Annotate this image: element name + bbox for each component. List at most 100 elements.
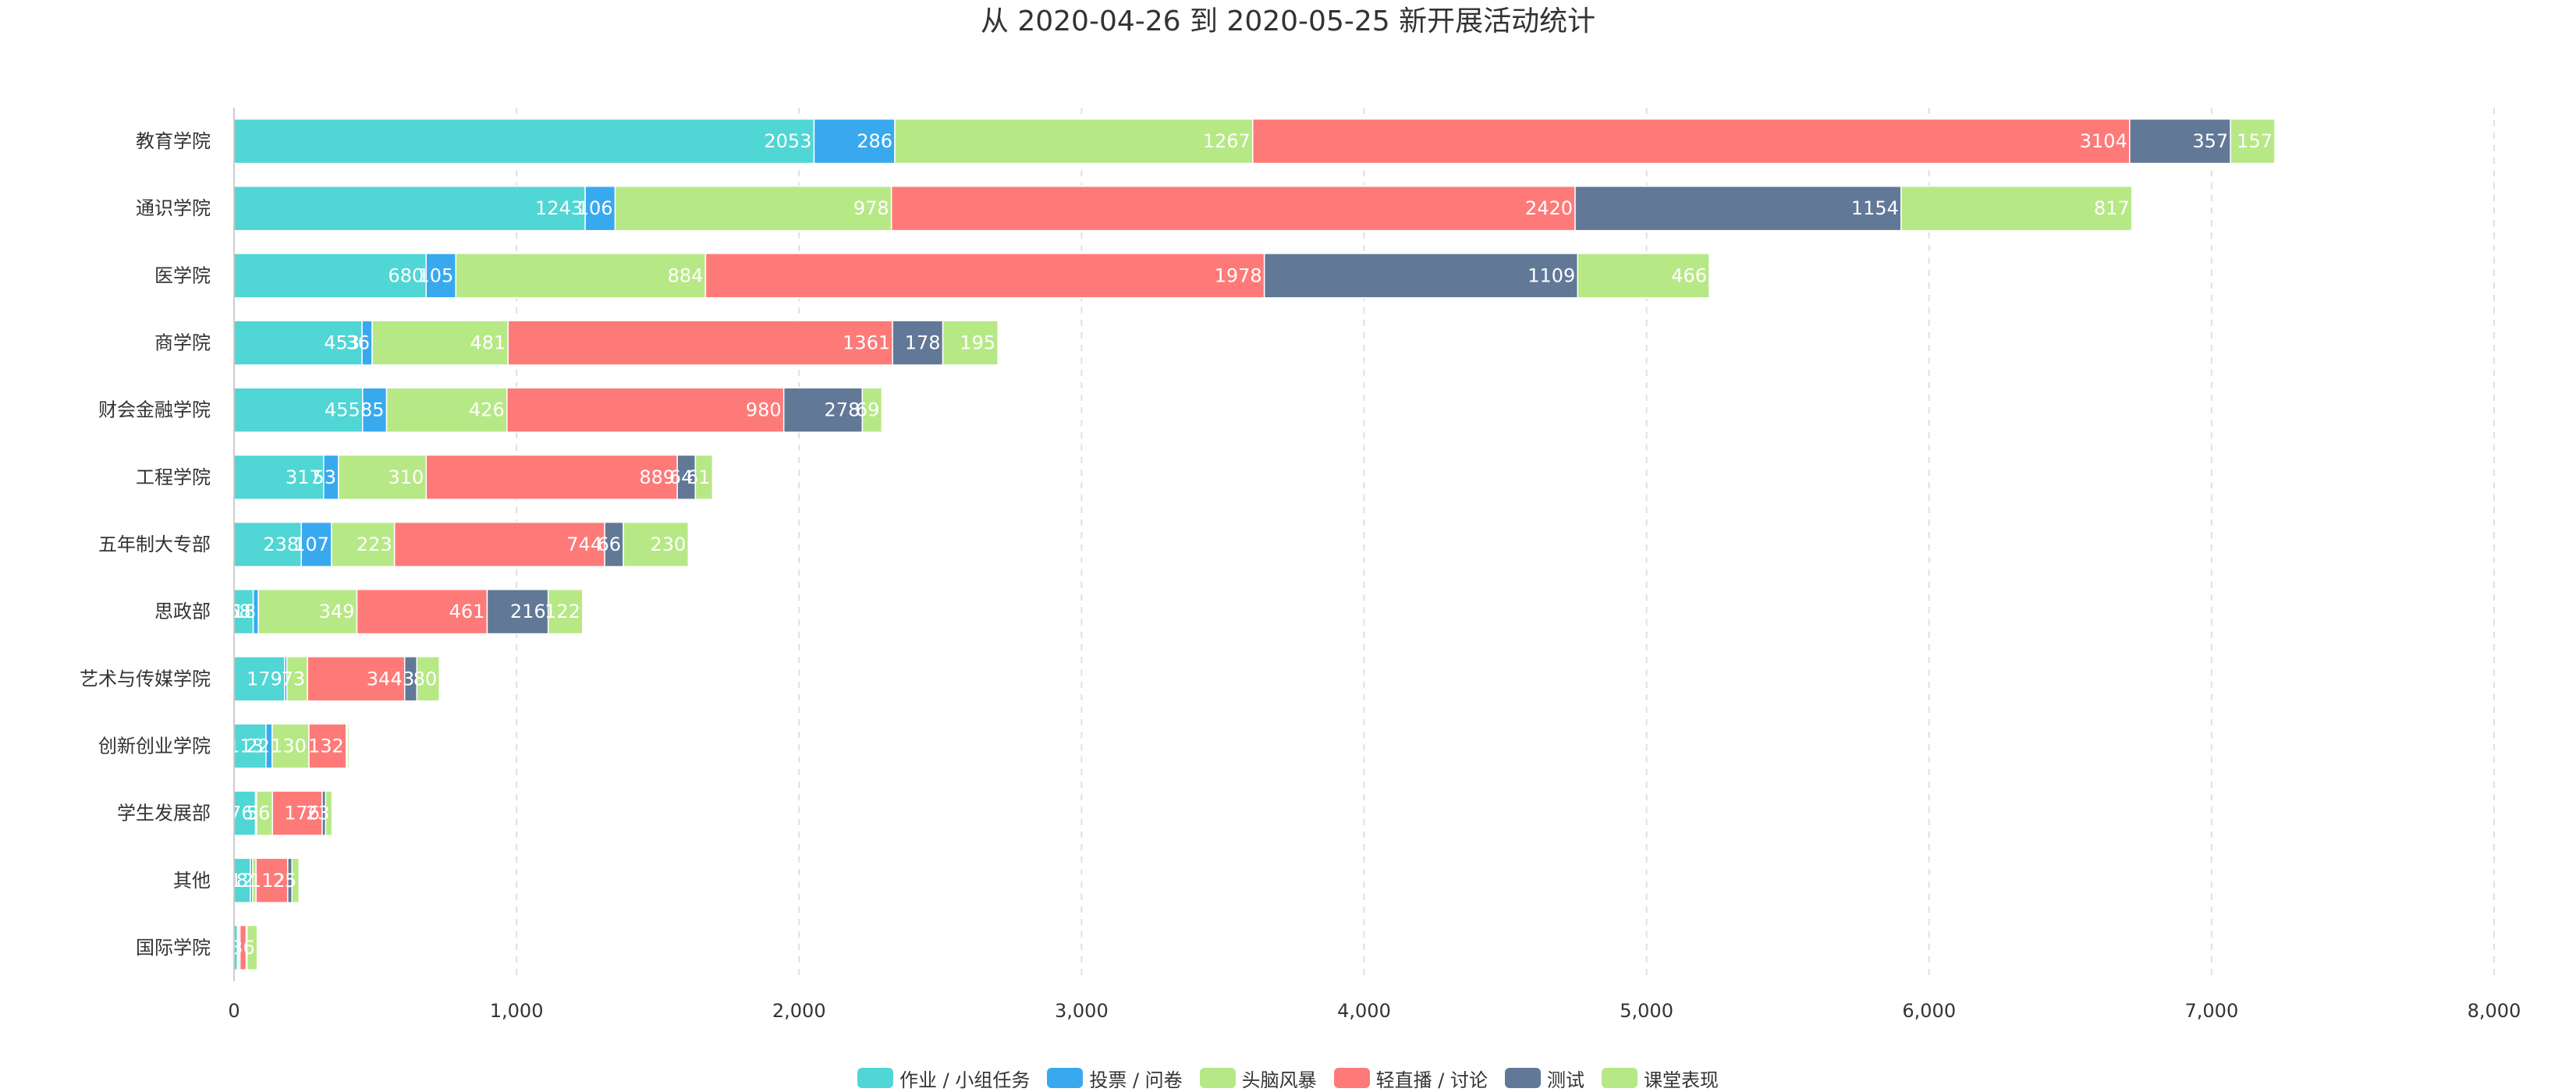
legend-swatch [1333, 1068, 1370, 1088]
x-tick-label: 5,000 [1620, 1000, 1673, 1022]
legend-label: 课堂表现 [1644, 1069, 1719, 1091]
bar-segment[interactable] [346, 723, 350, 769]
bar-segment[interactable] [894, 118, 1254, 165]
bar-segment[interactable] [506, 387, 785, 433]
legend-label: 头脑风暴 [1241, 1069, 1317, 1091]
data-label: 107 [293, 534, 329, 555]
bar-segment[interactable] [614, 186, 892, 232]
legend-item[interactable]: 作业 / 小组任务 [857, 1065, 1030, 1092]
y-tick-label: 通识学院 [136, 197, 211, 219]
data-label: 357 [2192, 130, 2228, 152]
data-label: 216 [510, 601, 546, 622]
data-label: 66 [597, 534, 621, 555]
bar-segment[interactable] [233, 790, 257, 836]
bar-segment[interactable] [300, 521, 332, 568]
data-label: 80 [413, 668, 438, 690]
y-tick-label: 医学院 [154, 264, 211, 286]
bar-segment[interactable] [782, 387, 864, 433]
data-label: 889 [639, 466, 675, 488]
legend-item[interactable]: 轻直播 / 讨论 [1333, 1065, 1488, 1092]
bar-segment[interactable] [942, 320, 999, 366]
bar-segment[interactable] [233, 723, 267, 769]
bar-segment[interactable] [291, 857, 300, 903]
bar-segment[interactable] [507, 320, 893, 366]
data-label: 310 [388, 466, 424, 488]
bar-segment[interactable] [233, 454, 325, 501]
y-tick-label: 其他 [173, 870, 211, 892]
data-label: 1267 [1203, 130, 1251, 152]
data-label: 64 [669, 466, 694, 488]
y-tick-label: 五年制大专部 [98, 534, 211, 555]
x-tick-label: 1,000 [490, 1000, 544, 1022]
bar-segment[interactable] [455, 253, 707, 299]
bar-segment[interactable] [233, 656, 286, 702]
data-label: 176 [284, 803, 320, 824]
data-label: 2420 [1525, 197, 1573, 219]
bar-segment[interactable] [255, 857, 289, 903]
data-label: 817 [2094, 197, 2130, 219]
bar-segment[interactable] [257, 588, 358, 635]
data-label: 1243 [535, 197, 583, 219]
data-label: 112 [250, 870, 286, 892]
bar-segment[interactable] [233, 186, 586, 232]
bar-segment[interactable] [325, 790, 333, 836]
legend-item[interactable]: 测试 [1505, 1065, 1584, 1092]
bar-segment[interactable] [694, 454, 714, 501]
bar-segment[interactable] [2129, 118, 2231, 165]
bar-segment[interactable] [861, 387, 883, 433]
bar-segment[interactable] [1577, 253, 1710, 299]
data-label: 105 [417, 264, 453, 286]
data-label: 178 [905, 332, 941, 354]
data-label: 980 [746, 399, 782, 421]
bar-segment[interactable] [547, 588, 584, 635]
legend-item[interactable]: 投票 / 问卷 [1047, 1065, 1183, 1092]
y-tick-label: 创新创业学院 [98, 735, 211, 757]
data-label: 22 [246, 735, 270, 757]
bar-segment[interactable] [890, 186, 1576, 232]
data-label: 106 [577, 197, 613, 219]
legend-item[interactable]: 课堂表现 [1602, 1065, 1719, 1092]
data-label: 122 [545, 601, 580, 622]
bar-segment[interactable] [331, 521, 396, 568]
legend-swatch [1047, 1068, 1084, 1088]
data-label: 69 [856, 399, 880, 421]
bar-segment[interactable] [233, 118, 815, 165]
bar-segment[interactable] [307, 656, 406, 702]
bar-segment[interactable] [425, 454, 678, 501]
data-label: 466 [1671, 264, 1707, 286]
bar-segment[interactable] [486, 588, 549, 635]
bar-segment[interactable] [371, 320, 509, 366]
data-label: 344 [367, 668, 403, 690]
bar-segment[interactable] [1900, 186, 2133, 232]
bar-segment[interactable] [2230, 118, 2276, 165]
bar-segment[interactable] [385, 387, 508, 433]
legend-label: 投票 / 问卷 [1089, 1069, 1183, 1091]
bar-segment[interactable] [1263, 253, 1579, 299]
bar-segment[interactable] [308, 723, 347, 769]
bar-segment[interactable] [1574, 186, 1902, 232]
bar-segment[interactable] [416, 656, 441, 702]
data-label: 223 [357, 534, 392, 555]
data-label: 278 [825, 399, 860, 421]
bar-segment[interactable] [233, 320, 363, 366]
data-label: 744 [566, 534, 602, 555]
bar-segment[interactable] [393, 521, 605, 568]
legend-item[interactable]: 头脑风暴 [1199, 1065, 1317, 1092]
bar-segment[interactable] [813, 118, 896, 165]
data-label: 286 [857, 130, 892, 152]
legend-swatch [1602, 1068, 1638, 1088]
bar-segment[interactable] [623, 521, 690, 568]
x-tick-label: 6,000 [1902, 1000, 1956, 1022]
x-tick-label: 0 [228, 1000, 240, 1022]
axes: 0 1,000 2,000 3,000 4,000 5,000 6,000 7,000 8,00… [80, 108, 2521, 1022]
data-label: 461 [449, 601, 485, 622]
bar-segment[interactable] [1252, 118, 2131, 165]
bar-segment[interactable] [233, 387, 364, 433]
data-label: 195 [960, 332, 995, 354]
data-label: 130 [271, 735, 307, 757]
bar-segment[interactable] [271, 790, 323, 836]
bar-segment[interactable] [704, 253, 1265, 299]
bar-segment[interactable] [246, 924, 258, 971]
